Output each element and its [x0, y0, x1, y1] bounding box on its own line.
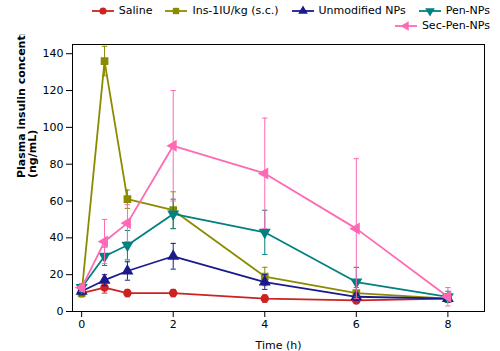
svg-text:0: 0: [57, 305, 64, 318]
html-text:Sec-Pen-NPs: Sec-Pen-NPs: [421, 19, 490, 32]
html-text:Ins-1IU/kg (s.c.): Ins-1IU/kg (s.c.): [192, 4, 279, 17]
svg-text:120: 120: [43, 84, 64, 97]
html-text:Saline: Saline: [118, 4, 153, 17]
svg-text:140: 140: [43, 47, 64, 60]
svg-text:20: 20: [50, 268, 64, 281]
svg-text:40: 40: [50, 231, 64, 244]
svg-text:100: 100: [43, 121, 64, 134]
svg-text:80: 80: [50, 158, 64, 171]
svg-text:Plasma insulin concentration(n: Plasma insulin concentration(ng/mL): [15, 34, 39, 178]
svg-text:60: 60: [50, 195, 64, 208]
svg-text:2: 2: [170, 318, 177, 331]
svg-text:8: 8: [444, 318, 451, 331]
svg-text:0: 0: [78, 318, 85, 331]
html-text:Pen-NPs: Pen-NPs: [445, 4, 490, 17]
svg-text:4: 4: [261, 318, 268, 331]
html-text:Unmodified NPs: Unmodified NPs: [318, 4, 406, 17]
svg-text:Time (h): Time (h): [255, 339, 302, 351]
svg-text:6: 6: [353, 318, 360, 331]
